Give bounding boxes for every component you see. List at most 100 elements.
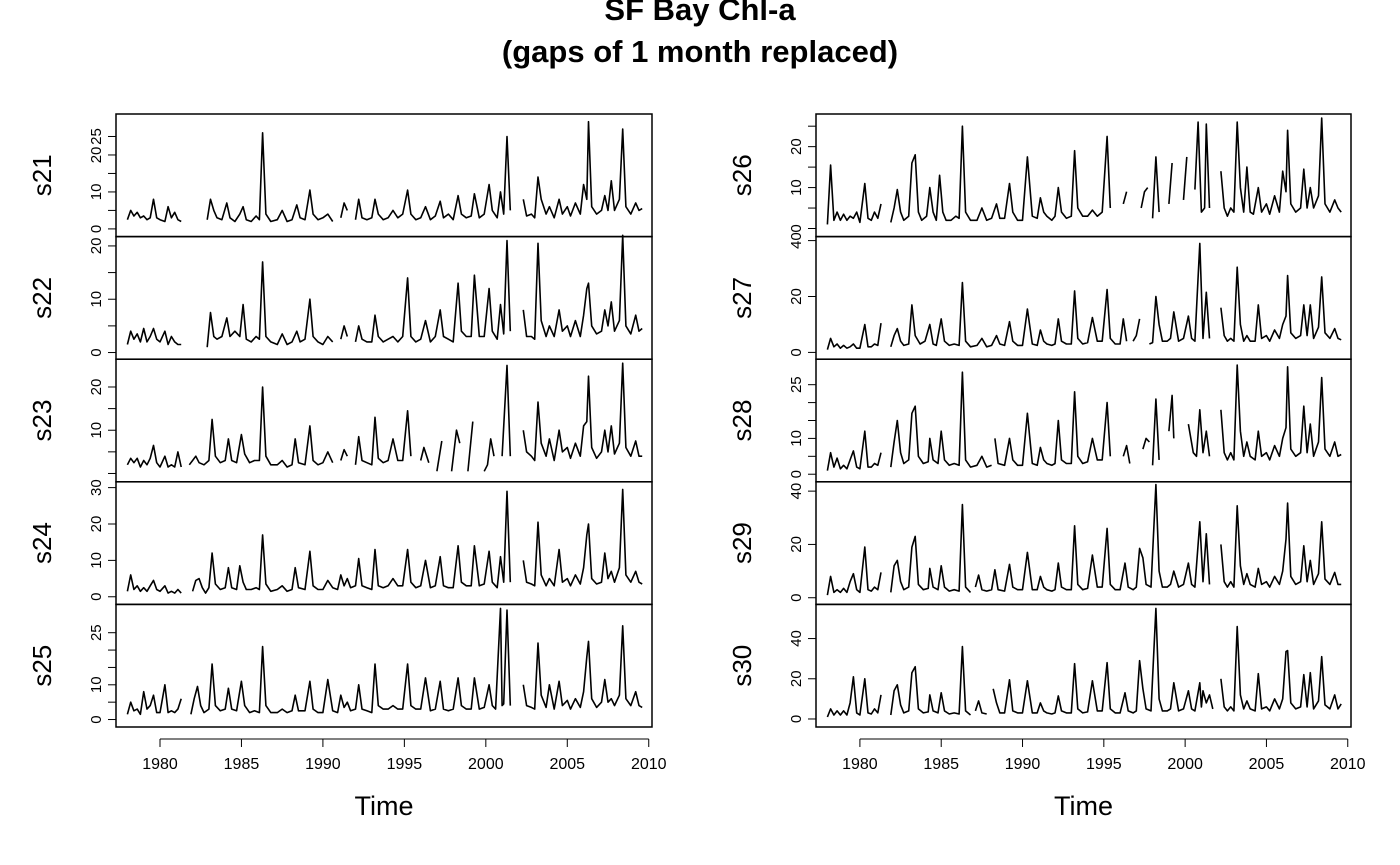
series-line xyxy=(354,239,512,343)
series-line xyxy=(1220,502,1342,588)
series-label: s21 xyxy=(27,154,57,196)
series-line xyxy=(188,386,334,468)
series-line xyxy=(1220,625,1342,712)
y-tick-label: 0 xyxy=(88,715,105,723)
series-line xyxy=(890,503,972,593)
series-label: s26 xyxy=(727,154,757,196)
panel-s21: 0 10 20 25 s21 xyxy=(27,113,653,238)
series-line xyxy=(340,325,349,340)
chart-subtitle: (gaps of 1 month replaced) xyxy=(501,34,899,69)
y-tick-label: 0 xyxy=(788,594,805,602)
series-line xyxy=(826,164,882,225)
panel-s25: 0 10 25 s25 xyxy=(27,603,653,728)
series-line xyxy=(890,281,1128,348)
series-line xyxy=(1182,156,1188,200)
series-line xyxy=(522,234,643,341)
series-label: s30 xyxy=(727,645,757,687)
series-line xyxy=(992,607,1214,715)
y-tick-label: 20 xyxy=(788,138,805,155)
panel-s28: 0 10 25 s28 xyxy=(727,358,1352,483)
series-line xyxy=(1149,242,1211,345)
panel-frame xyxy=(815,603,1352,728)
series-line xyxy=(126,327,182,346)
y-tick-label: 10 xyxy=(88,184,105,201)
series-line xyxy=(126,574,182,594)
y-tick-label: 10 xyxy=(88,552,105,569)
y-tick-label: 10 xyxy=(88,422,105,439)
series-line xyxy=(826,675,882,718)
x-tick-label: 1980 xyxy=(142,756,178,773)
y-tick-label: 0 xyxy=(788,470,805,478)
y-tick-label: 0 xyxy=(88,225,105,233)
x-tick-label: 2010 xyxy=(1330,756,1366,773)
series-line xyxy=(890,125,1112,223)
series-line xyxy=(1122,444,1131,464)
y-tick-label: 40 xyxy=(788,483,805,500)
series-line xyxy=(522,488,643,587)
x-axis: 1980 1985 1990 1995 2000 2005 2010 Time xyxy=(142,738,667,821)
panel-s22: 0 10 20 s22 xyxy=(27,234,653,360)
x-tick-label: 2005 xyxy=(549,756,585,773)
series-line xyxy=(522,120,643,219)
x-tick-label: 1995 xyxy=(387,756,423,773)
series-label: s28 xyxy=(727,400,757,442)
x-tick-label: 1985 xyxy=(224,756,260,773)
y-tick-label: 20 xyxy=(88,147,105,164)
panel-frame xyxy=(115,603,653,728)
y-tick-label: 20 xyxy=(88,516,105,533)
series-line xyxy=(191,490,512,594)
series-line xyxy=(890,371,992,468)
panel-frame xyxy=(115,113,653,238)
series-line xyxy=(1132,318,1141,342)
y-tick-label: 25 xyxy=(788,376,805,393)
x-axis-label: Time xyxy=(355,791,414,821)
series-line xyxy=(206,132,334,223)
series-line xyxy=(467,421,474,472)
series-line xyxy=(1151,398,1160,466)
series-line xyxy=(826,322,882,350)
panel-s24: 0 10 20 30 s24 xyxy=(27,479,653,606)
series-line xyxy=(126,444,182,468)
series-line xyxy=(1168,162,1173,204)
series-line xyxy=(826,430,882,471)
series-line xyxy=(206,261,334,348)
series-line xyxy=(340,448,349,461)
y-tick-label: 20 xyxy=(788,288,805,305)
x-tick-label: 2005 xyxy=(1249,756,1285,773)
x-tick-label: 1995 xyxy=(1086,756,1122,773)
y-tick-label: 25 xyxy=(88,128,105,145)
y-tick-label: 10 xyxy=(88,291,105,308)
y-tick-label: 40 xyxy=(788,232,805,249)
series-line xyxy=(436,440,443,472)
series-line xyxy=(354,135,512,221)
y-tick-label: 10 xyxy=(88,676,105,693)
series-line xyxy=(1220,364,1342,461)
x-tick-label: 2010 xyxy=(631,756,667,773)
panel-s29: 0 20 40 s29 xyxy=(727,481,1352,606)
y-tick-label: 0 xyxy=(788,224,805,232)
y-tick-label: 10 xyxy=(788,179,805,196)
panel-s30: 0 20 40 s30 xyxy=(727,603,1352,728)
y-tick-label: 20 xyxy=(788,536,805,553)
y-tick-label: 10 xyxy=(788,430,805,447)
x-tick-label: 1990 xyxy=(1005,756,1041,773)
series-line xyxy=(522,362,643,462)
panel-frame xyxy=(815,113,1352,238)
x-tick-label: 2000 xyxy=(1167,756,1203,773)
panel-frame xyxy=(815,235,1352,360)
series-label: s23 xyxy=(27,400,57,442)
panel-s27: 0 20 40 s27 xyxy=(727,232,1352,360)
x-tick-label: 2000 xyxy=(468,756,504,773)
series-line xyxy=(126,683,182,716)
series-line xyxy=(1140,187,1149,209)
x-axis: 1980 1985 1990 1995 2000 2005 2010 Time xyxy=(842,738,1366,821)
series-line xyxy=(1142,437,1150,450)
x-tick-label: 1985 xyxy=(923,756,959,773)
y-tick-label: 40 xyxy=(788,630,805,647)
series-line xyxy=(974,483,1211,592)
y-tick-label: 20 xyxy=(788,670,805,687)
series-line xyxy=(1220,266,1342,343)
series-label: s22 xyxy=(27,277,57,319)
series-line xyxy=(354,409,412,466)
